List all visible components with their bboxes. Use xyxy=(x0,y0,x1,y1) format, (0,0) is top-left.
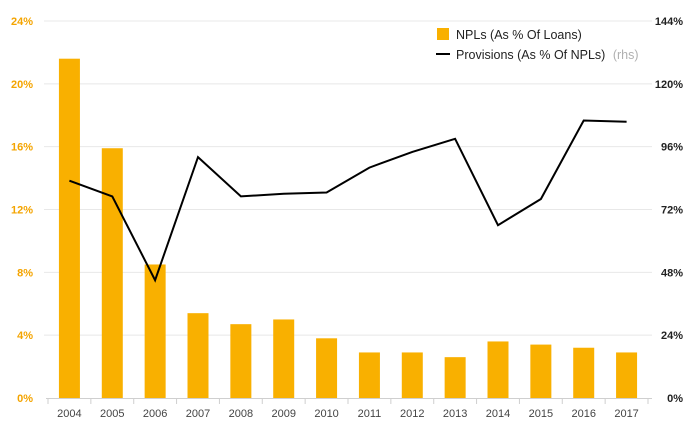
right-axis-label: 96% xyxy=(661,142,683,154)
x-label-2017: 2017 xyxy=(614,408,638,420)
bar-2008 xyxy=(230,324,252,398)
bar-2007 xyxy=(187,313,209,398)
bar-2012 xyxy=(401,352,423,398)
right-axis-label: 120% xyxy=(655,79,683,91)
legend-label-provisions: Provisions (As % Of NPLs) (rhs) xyxy=(456,48,639,62)
provisions-line xyxy=(69,119,627,283)
left-axis-label: 0% xyxy=(17,393,33,405)
bar-2011 xyxy=(358,352,380,398)
x-label-2006: 2006 xyxy=(143,408,167,420)
x-label-2007: 2007 xyxy=(186,408,210,420)
x-label-2011: 2011 xyxy=(358,408,382,420)
bar-2013 xyxy=(444,357,466,398)
x-label-2010: 2010 xyxy=(314,408,338,420)
x-label-2013: 2013 xyxy=(443,408,467,420)
x-label-2009: 2009 xyxy=(271,408,295,420)
right-axis-label: 72% xyxy=(661,205,683,217)
x-label-2012: 2012 xyxy=(400,408,424,420)
bar-2005 xyxy=(101,148,123,398)
left-axis-label: 12% xyxy=(11,205,33,217)
legend-label-npl: NPLs (As % Of Loans) xyxy=(456,28,582,42)
gridlines xyxy=(44,20,652,336)
x-label-2016: 2016 xyxy=(571,408,595,420)
legend-label-provisions-text: Provisions (As % Of NPLs) xyxy=(456,48,605,62)
bar-2017 xyxy=(616,352,638,398)
x-axis-labels: 2004 2005 2006 2007 2008 2009 2010 2011 2012 2013… xyxy=(57,408,639,420)
right-axis-labels: 0% 24% 48% 72% 96% 120% 144% xyxy=(655,16,683,405)
left-axis-label: 8% xyxy=(17,267,33,279)
legend: NPLs (As % Of Loans) Provisions (As % Of… xyxy=(436,28,639,62)
bar-2014 xyxy=(487,341,509,398)
left-axis-labels: 0% 4% 8% 12% 16% 20% 24% xyxy=(11,16,33,405)
right-axis-label: 24% xyxy=(661,330,683,342)
x-label-2015: 2015 xyxy=(529,408,553,420)
bar-2016 xyxy=(573,347,595,398)
right-axis-label: 0% xyxy=(667,393,683,405)
bar-2015 xyxy=(530,344,552,398)
x-label-2005: 2005 xyxy=(100,408,124,420)
legend-label-provisions-note: (rhs) xyxy=(613,48,639,62)
bar-2009 xyxy=(273,319,295,398)
x-label-2008: 2008 xyxy=(229,408,253,420)
left-axis-label: 24% xyxy=(11,16,33,28)
right-axis-label: 48% xyxy=(661,267,683,279)
right-axis-label: 144% xyxy=(655,16,683,28)
legend-swatch-npl xyxy=(437,28,449,40)
left-axis-label: 16% xyxy=(11,142,33,154)
left-axis-label: 20% xyxy=(11,79,33,91)
x-label-2004: 2004 xyxy=(57,408,81,420)
bar-2010 xyxy=(316,338,338,398)
x-label-2014: 2014 xyxy=(486,408,510,420)
bar-2004 xyxy=(58,58,80,398)
x-axis-ticks xyxy=(47,398,649,404)
left-axis-label: 4% xyxy=(17,330,33,342)
bar-2006 xyxy=(144,264,166,398)
npl-bars xyxy=(58,58,638,398)
